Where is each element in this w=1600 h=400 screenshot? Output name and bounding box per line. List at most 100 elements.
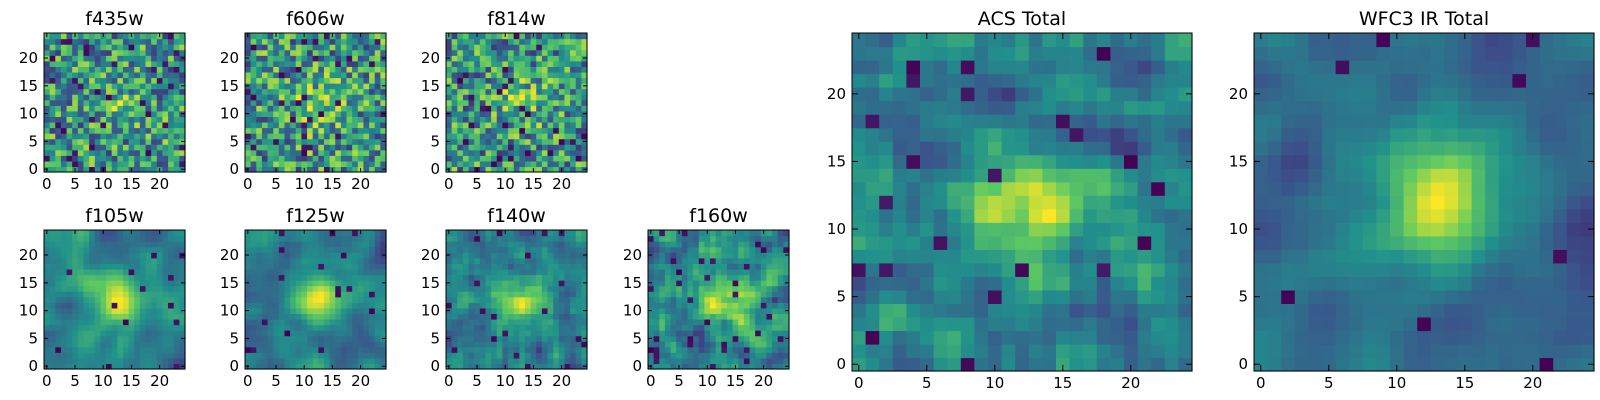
heatmap-cell — [1083, 168, 1098, 183]
heatmap-cell — [273, 55, 280, 62]
heatmap-cell — [352, 121, 359, 129]
heatmap-cell — [670, 330, 677, 337]
heatmap-cell — [44, 268, 51, 276]
heatmap-cell — [479, 341, 487, 348]
heatmap-cell — [106, 55, 113, 62]
heatmap-cell — [451, 252, 458, 259]
heatmap-cell — [340, 285, 348, 292]
heatmap-cell — [156, 252, 164, 259]
heatmap-cell — [648, 274, 655, 281]
heatmap-cell — [564, 302, 571, 309]
heatmap-cell — [648, 330, 655, 337]
heatmap-cell — [704, 352, 711, 359]
heatmap-cell — [581, 33, 588, 40]
heatmap-cell — [760, 285, 768, 292]
heatmap-cell — [83, 127, 90, 134]
heatmap-cell — [738, 263, 745, 270]
heatmap-cell — [681, 324, 689, 331]
heatmap-cell — [307, 313, 314, 320]
heatmap-cell — [77, 335, 85, 342]
heatmap-cell — [772, 241, 779, 248]
heatmap-cell — [55, 144, 62, 151]
heatmap-cell — [1001, 303, 1016, 318]
heatmap-cell — [117, 252, 124, 259]
heatmap-cell — [783, 296, 790, 303]
heatmap-cell — [446, 99, 453, 106]
heatmap-cell — [340, 268, 348, 276]
heatmap-cell — [462, 33, 470, 40]
heatmap-cell — [743, 246, 751, 253]
heatmap-cell — [553, 346, 560, 353]
heatmap-cell — [451, 160, 458, 168]
heatmap-cell — [117, 285, 124, 292]
heatmap-cell — [44, 341, 51, 348]
heatmap-cell — [128, 280, 135, 287]
y-tick-label: 10 — [623, 302, 642, 320]
heatmap-cell — [564, 252, 571, 259]
heatmap-cell — [777, 352, 784, 359]
heatmap-cell — [547, 285, 554, 292]
heatmap-cell — [106, 268, 113, 276]
heatmap-cell — [664, 324, 672, 331]
heatmap-cell — [357, 44, 365, 51]
heatmap-cell — [743, 341, 751, 348]
heatmap-cell — [273, 149, 280, 156]
heatmap-cell — [468, 235, 475, 242]
heatmap-cell — [312, 263, 319, 270]
heatmap-cell — [479, 49, 487, 56]
heatmap-cell — [575, 49, 582, 56]
heatmap-cell — [307, 257, 314, 264]
heatmap-cell — [363, 341, 370, 348]
heatmap-cell — [1083, 181, 1098, 196]
heatmap-cell — [519, 55, 526, 62]
heatmap-cell — [278, 88, 286, 95]
heatmap-cell — [267, 99, 274, 106]
heatmap-cell — [664, 346, 672, 353]
heatmap-cell — [508, 149, 515, 156]
heatmap-cell — [783, 268, 790, 276]
heatmap-cell — [496, 116, 503, 123]
heatmap-cell — [106, 274, 113, 281]
heatmap-cell — [250, 330, 257, 337]
heatmap-cell — [89, 33, 96, 40]
heatmap-cell — [732, 335, 739, 342]
heatmap-cell — [704, 296, 711, 303]
heatmap-cell — [558, 235, 566, 242]
heatmap-cell — [162, 155, 169, 162]
heatmap-cell — [363, 160, 370, 168]
heatmap-cell — [290, 127, 297, 134]
heatmap-cell — [346, 235, 353, 242]
heatmap-cell — [55, 133, 62, 140]
heatmap-cell — [575, 33, 582, 40]
heatmap-cell — [151, 38, 158, 45]
heatmap-cell — [323, 363, 331, 370]
heatmap-cell — [250, 149, 257, 156]
heatmap-cell — [261, 246, 269, 253]
heatmap-cell — [760, 341, 768, 348]
heatmap-cell — [323, 241, 331, 248]
heatmap-cell — [173, 230, 180, 237]
heatmap-cell — [380, 302, 387, 309]
heatmap-cell — [715, 230, 722, 237]
heatmap-cell — [278, 341, 286, 348]
heatmap-cell — [777, 280, 784, 287]
heatmap-cell — [134, 357, 141, 365]
heatmap-cell — [335, 263, 342, 270]
heatmap-cell — [290, 110, 297, 117]
heatmap-cell — [726, 341, 734, 348]
heatmap-cell — [1151, 276, 1166, 291]
heatmap-cell — [508, 296, 515, 303]
heatmap-cell — [892, 154, 907, 169]
heatmap-cell — [513, 307, 520, 314]
heatmap-cell — [496, 246, 503, 253]
heatmap-cell — [111, 144, 118, 151]
heatmap-cell — [710, 280, 717, 287]
heatmap-cell — [44, 155, 51, 162]
heatmap-cell — [760, 268, 768, 276]
heatmap-cell — [462, 274, 470, 281]
heatmap-cell — [491, 263, 498, 270]
heatmap-cell — [352, 341, 359, 348]
heatmap-cell — [783, 313, 790, 320]
heatmap-cell — [491, 149, 498, 156]
heatmap-cell — [676, 257, 683, 264]
